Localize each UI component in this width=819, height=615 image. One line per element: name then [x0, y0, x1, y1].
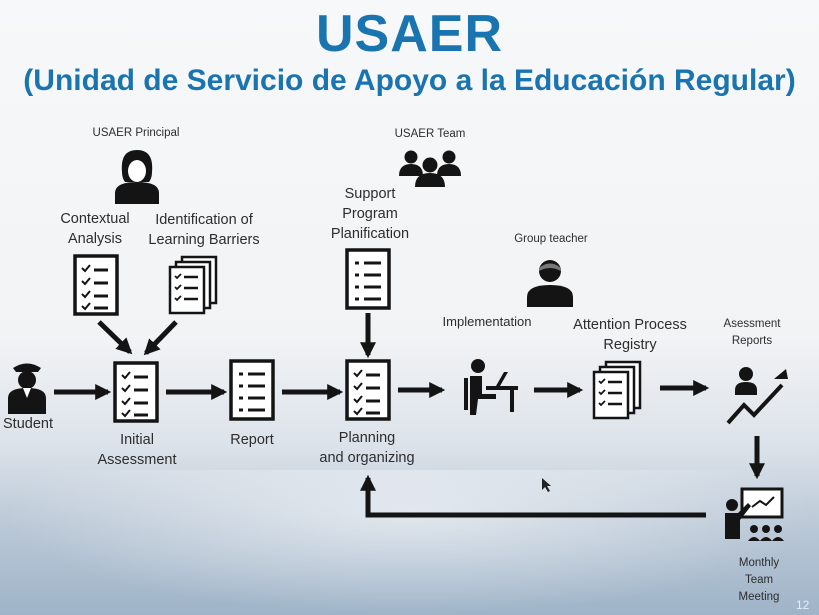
team-label: USAER Team: [394, 128, 466, 140]
initial-assessment-checklist-icon: [113, 361, 159, 423]
learning-barriers-label: Identification of Learning Barriers: [148, 212, 260, 248]
report-document-icon: [229, 359, 275, 421]
team-meeting-presentation-icon: [725, 487, 784, 541]
arrow-barriers-to-initial: [143, 320, 178, 356]
principal-label: USAER Principal: [92, 127, 180, 139]
support-program-label: Support Program Planification: [330, 186, 410, 242]
planning-label: Planning and organizing: [319, 430, 415, 466]
report-label: Report: [230, 432, 274, 448]
team-icon: [399, 150, 461, 187]
student-icon: [8, 363, 46, 414]
page-subtitle: (Unidad de Servicio de Apoyo a la Educac…: [23, 64, 796, 97]
mouse-cursor-icon: [542, 478, 551, 492]
assessment-reports-label: Asessment Reports: [723, 318, 781, 347]
background-glow: [0, 470, 819, 615]
support-program-document-icon: [345, 248, 391, 310]
planning-checklist-icon: [345, 359, 391, 421]
assessment-reports-chart-icon: [726, 367, 788, 425]
page-title: USAER: [315, 5, 504, 63]
monthly-meeting-label: Monthly Team Meeting: [738, 557, 780, 603]
contextual-analysis-checklist-icon: [73, 254, 119, 316]
arrow-contextual-to-initial: [97, 320, 133, 355]
implementation-label: Implementation: [442, 314, 532, 329]
principal-icon: [115, 150, 159, 204]
attention-registry-documents-icon: [592, 360, 642, 420]
initial-assessment-label: Initial Assessment: [97, 432, 177, 468]
implementation-desk-icon: [464, 359, 518, 415]
arrow-meeting-to-planning: [359, 474, 706, 518]
slide-number: 12: [796, 598, 810, 612]
attention-registry-label: Attention Process Registry: [573, 317, 687, 353]
teacher-icon: [527, 260, 573, 307]
teacher-label: Group teacher: [514, 233, 588, 245]
learning-barriers-documents-icon: [168, 255, 218, 315]
contextual-analysis-label: Contextual Analysis: [60, 211, 130, 247]
student-label: Student: [3, 416, 53, 432]
